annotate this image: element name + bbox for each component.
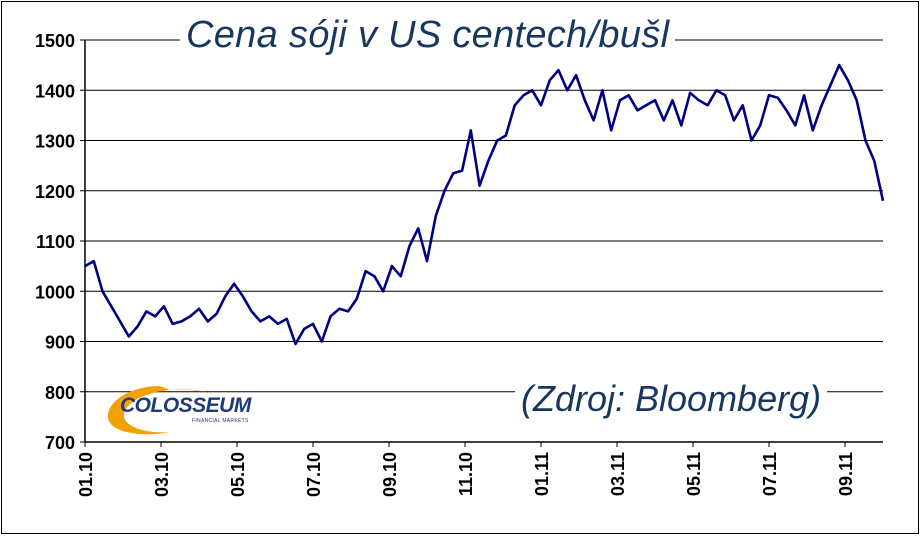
y-tick-label: 1200 xyxy=(35,182,75,202)
x-tick-label: 07.11 xyxy=(760,452,780,496)
x-tick-label: 03.11 xyxy=(608,452,628,496)
logo-subtext: FINANCIAL MARKETS xyxy=(192,418,249,424)
y-tick-label: 1300 xyxy=(35,132,75,152)
y-tick-label: 800 xyxy=(45,383,75,403)
x-tick-label: 07.10 xyxy=(304,452,324,497)
x-tick-label: 05.11 xyxy=(684,452,704,496)
price-series-line xyxy=(84,63,885,346)
chart-title: Cena sóji v US centech/bušl xyxy=(180,14,676,57)
logo-swoosh-icon xyxy=(107,386,220,435)
y-tick-label: 900 xyxy=(45,333,75,353)
x-tick-label: 01.10 xyxy=(76,452,96,497)
logo-text: COLOSSEUM xyxy=(120,394,251,417)
y-tick-label: 700 xyxy=(45,433,75,453)
x-tick-label: 09.11 xyxy=(836,452,856,496)
x-tick-label: 11.10 xyxy=(456,452,476,496)
y-tick-label: 1100 xyxy=(36,232,75,252)
source-annotation: (Zdroj: Bloomberg) xyxy=(515,378,828,420)
x-tick-label: 05.10 xyxy=(228,452,248,497)
y-tick-label: 1000 xyxy=(35,282,75,302)
x-tick-label: 01.11 xyxy=(532,452,552,496)
y-tick-label: 1500 xyxy=(35,31,75,51)
x-tick-label: 03.10 xyxy=(152,452,172,497)
y-tick-label: 1400 xyxy=(35,81,75,101)
colosseum-logo: COLOSSEUM FINANCIAL MARKETS xyxy=(100,380,270,440)
x-tick-label: 09.10 xyxy=(380,452,400,497)
